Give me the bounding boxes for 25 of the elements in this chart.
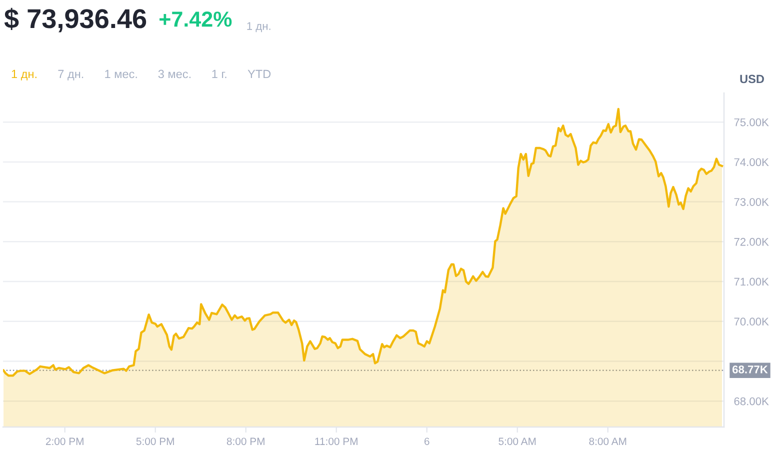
ref-line-label: 68.77K xyxy=(732,366,768,374)
text: 1 мес. xyxy=(105,70,137,78)
x-tick-label: 5:00 AM xyxy=(498,438,536,446)
y-tick-label: 75.00K xyxy=(734,118,769,126)
x-tick-label: 11:00 PM xyxy=(315,438,358,446)
x-tick-label: 6 xyxy=(424,438,430,446)
text: YTD xyxy=(248,70,271,78)
text: 7 дн. xyxy=(58,70,84,80)
text: 3 мес. xyxy=(158,70,191,78)
text: +7.42% xyxy=(160,12,232,27)
x-tick-label: 8:00 AM xyxy=(589,438,626,446)
y-tick-label: 70.00K xyxy=(734,318,769,326)
y-tick-label: 74.00K xyxy=(734,158,769,166)
x-tick-label: 2:00 PM xyxy=(46,438,84,446)
text: 1 дн. xyxy=(247,22,270,32)
chart-title: $ 73,936.46 xyxy=(4,8,146,32)
x-tick-label: 5:00 PM xyxy=(136,438,174,446)
y-tick-label: 71.00K xyxy=(734,278,769,286)
text: 1 дн. xyxy=(12,70,36,80)
y-tick-label: 73.00K xyxy=(734,198,769,206)
y-tick-label: 72.00K xyxy=(734,238,769,246)
text: 1 г. xyxy=(212,70,226,78)
x-tick-label: 8:00 PM xyxy=(226,438,264,446)
y-tick-label: 68.00K xyxy=(734,397,769,406)
y-axis-title: USD xyxy=(740,74,764,84)
